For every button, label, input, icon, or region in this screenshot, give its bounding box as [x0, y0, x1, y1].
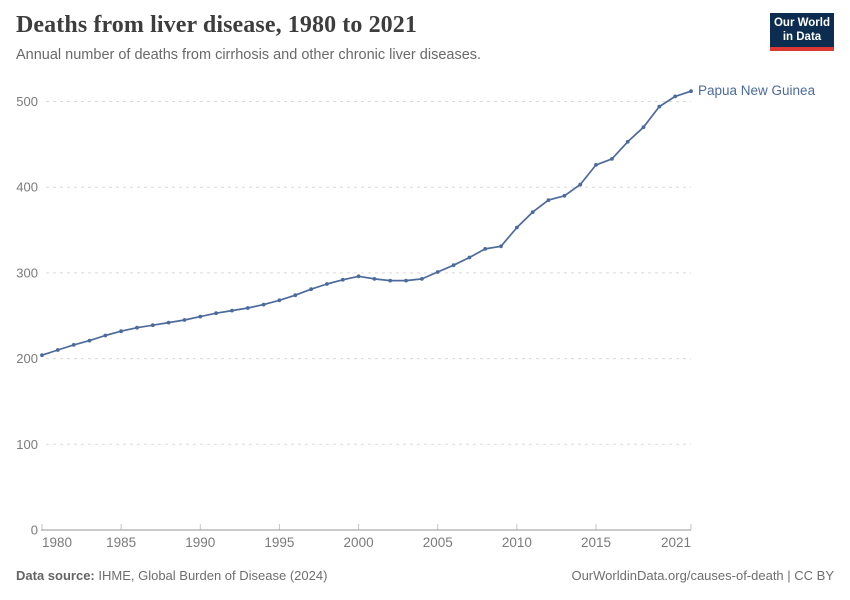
data-point-1985	[119, 329, 123, 334]
data-point-2018	[641, 125, 646, 130]
data-point-1994	[261, 302, 266, 307]
data-point-2002	[388, 278, 393, 283]
chart-subtitle: Annual number of deaths from cirrhosis a…	[16, 47, 482, 63]
data-point-2008	[483, 247, 488, 251]
data-source-text: IHME, Global Burden of Disease (2024)	[94, 568, 328, 583]
x-tick-label-2010: 2010	[502, 535, 532, 550]
data-point-2003	[404, 278, 408, 283]
data-point-2017	[625, 139, 630, 144]
data-point-1998	[325, 282, 329, 286]
y-tick-label-100: 100	[16, 437, 38, 452]
data-source: Data source: IHME, Global Burden of Dise…	[16, 568, 327, 583]
data-point-2004	[420, 277, 424, 281]
data-point-2000	[356, 274, 361, 279]
data-point-2001	[372, 277, 377, 281]
data-point-1991	[214, 311, 219, 316]
series-label: Papua New Guinea	[698, 83, 816, 98]
footer-credit: OurWorldinData.org/causes-of-death | CC …	[571, 568, 834, 583]
owid-logo: Our World in Data	[770, 13, 834, 51]
data-point-1982	[71, 343, 76, 347]
data-point-1980	[40, 353, 44, 358]
data-point-2011	[530, 210, 535, 215]
y-tick-label-500: 500	[16, 94, 38, 109]
x-tick-label-1995: 1995	[264, 535, 294, 550]
data-point-2006	[451, 263, 456, 268]
data-point-2020	[673, 94, 678, 99]
data-point-1989	[182, 318, 187, 322]
data-point-2012	[546, 198, 551, 203]
data-point-1988	[166, 320, 171, 325]
data-point-1993	[245, 306, 250, 310]
data-line-papua-new-guinea	[41, 90, 692, 357]
x-tick-label-2015: 2015	[581, 535, 611, 550]
data-point-1997	[309, 287, 313, 292]
data-point-2014	[578, 182, 583, 187]
data-point-1983	[87, 338, 92, 343]
chart-footer: Data source: IHME, Global Burden of Dise…	[16, 568, 834, 583]
x-tick-label-1990: 1990	[185, 535, 215, 550]
y-tick-label-200: 200	[16, 351, 38, 366]
data-point-2015	[594, 163, 598, 167]
data-point-2007	[467, 255, 472, 260]
x-tick-label-2005: 2005	[423, 535, 453, 550]
data-point-1984	[103, 333, 108, 338]
x-tick-label-1985: 1985	[106, 535, 136, 550]
x-tick-label-2000: 2000	[344, 535, 374, 550]
data-point-1990	[198, 314, 203, 319]
data-point-2010	[515, 225, 519, 230]
data-point-1987	[150, 323, 155, 328]
data-point-1992	[230, 308, 234, 313]
data-point-1995	[277, 298, 282, 303]
page-title: Deaths from liver disease, 1980 to 2021	[16, 12, 417, 38]
x-tick-label-2021: 2021	[661, 535, 691, 550]
data-point-2021	[689, 89, 693, 94]
data-point-2005	[435, 270, 440, 274]
data-point-1986	[135, 325, 139, 330]
data-point-1999	[340, 277, 345, 282]
data-point-1981	[55, 348, 60, 352]
data-point-2013	[562, 193, 567, 198]
data-point-2019	[657, 104, 662, 109]
y-tick-label-0: 0	[31, 523, 38, 538]
data-point-2009	[499, 244, 503, 249]
y-tick-label-300: 300	[16, 265, 38, 280]
data-point-1996	[293, 293, 298, 298]
owid-logo-line1: Our World	[773, 16, 830, 29]
owid-logo-line2: in Data	[782, 31, 822, 43]
y-tick-label-400: 400	[16, 180, 38, 195]
data-point-2016	[610, 157, 614, 161]
data-source-label: Data source:	[16, 568, 95, 583]
x-tick-label-1980: 1980	[42, 535, 72, 550]
